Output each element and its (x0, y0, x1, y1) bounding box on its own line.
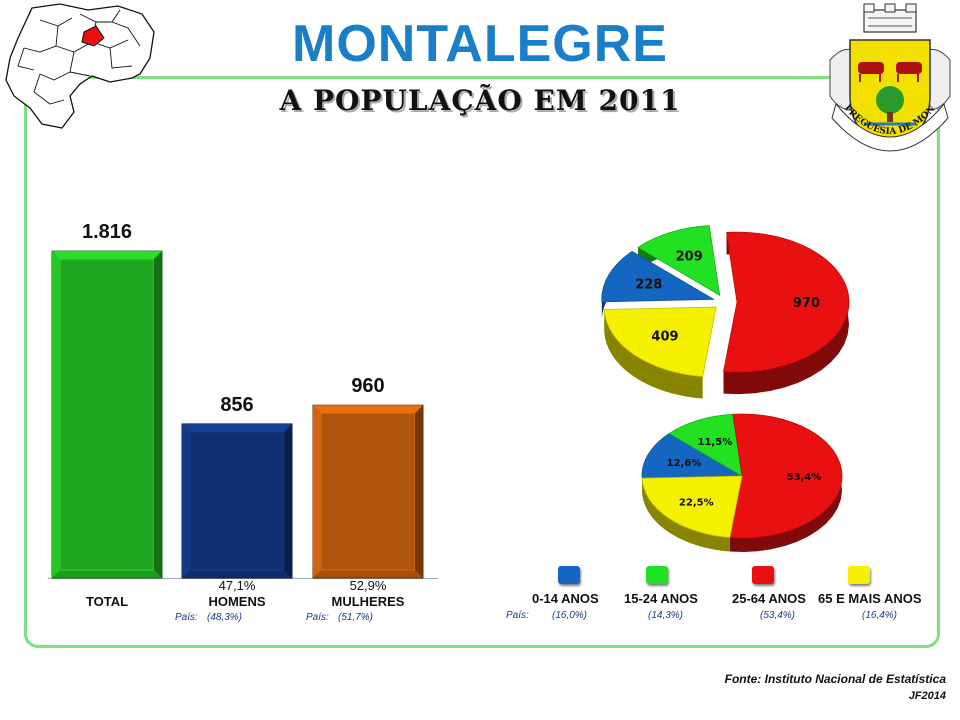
bar-category-label: MULHERES (331, 594, 405, 609)
pie-data-label: 209 (676, 250, 703, 265)
legend-label: 0-14 ANOS (532, 591, 599, 606)
bar-value-label: 1.816 (81, 221, 133, 244)
legend-swatch (752, 566, 774, 584)
crest-icon: FREGUESIA DE MONTALEGRE (820, 0, 951, 152)
pie-slice-side (642, 478, 730, 552)
bar-homens (181, 423, 293, 579)
legend-pais-label: País: (506, 610, 529, 621)
pie-slice-side (604, 309, 703, 399)
legend-swatch (646, 566, 668, 584)
pie-data-label: 970 (793, 296, 820, 311)
content-frame (24, 76, 940, 648)
bar-percent-label: 47,1% (218, 578, 256, 593)
credit-note: JF2014 (908, 690, 946, 702)
legend-swatch (848, 566, 870, 584)
page-title: MONTALEGRE (292, 15, 668, 73)
bar-value-label: 856 (220, 393, 254, 416)
bar-mulheres (312, 404, 424, 579)
bar-value-label: 960 (351, 375, 385, 398)
pie-chart-counts: 228 209 970 409 (601, 225, 850, 399)
pie-data-label: 53,4% (787, 472, 822, 483)
page-subtitle: A POPULAÇÃO EM 2011 (279, 84, 681, 117)
pais-label: País: (306, 612, 329, 623)
pie-data-label: 12,6% (667, 458, 702, 469)
pais-percent-label: (51,7%) (338, 612, 374, 623)
pie-slice-65-e-mais-anos (641, 475, 743, 538)
legend-pais-percent: (14,3%) (648, 610, 684, 621)
pie-slice-15-24-anos (668, 413, 743, 477)
bar-category-label: HOMENS (208, 594, 266, 609)
pie-slice-25-64-anos (723, 231, 850, 373)
pie-slice-0-14-anos (641, 432, 744, 479)
bar-total (51, 250, 163, 579)
district-map-icon (5, 3, 155, 129)
legend-pais-percent: (16,4%) (862, 610, 898, 621)
pie-data-label: 22,5% (679, 497, 714, 508)
pie-slice-15-24-anos (637, 225, 721, 297)
pie-slice-65-e-mais-anos (603, 306, 717, 377)
legend-pais-percent: (53,4%) (760, 610, 796, 621)
pie-slice-0-14-anos (601, 250, 716, 303)
pie-slice-25-64-anos (729, 413, 843, 539)
bar-category-label: TOTAL (85, 594, 129, 609)
pie-data-label: 11,5% (698, 437, 733, 448)
legend-label: 65 E MAIS ANOS (818, 591, 922, 606)
legend-label: 15-24 ANOS (624, 591, 698, 606)
source-note: Fonte: Instituto Nacional de Estatística (724, 672, 946, 686)
pie-data-label: 228 (635, 277, 662, 292)
pie-data-label: 409 (651, 330, 678, 345)
bar-percent-label: 52,9% (349, 578, 387, 593)
legend-pais-percent: (16,0%) (552, 610, 588, 621)
legend-label: 25-64 ANOS (732, 591, 806, 606)
pais-label: País: (175, 612, 198, 623)
pais-percent-label: (48,3%) (207, 612, 243, 623)
legend-swatch (558, 566, 580, 584)
pie-chart-percentages: 12,6% 11,5% 53,4% 22,5% (641, 413, 843, 552)
